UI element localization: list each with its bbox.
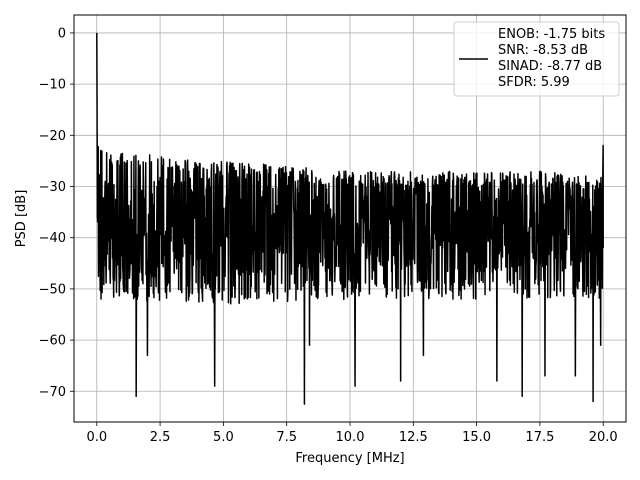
- plot-data: [96, 32, 604, 405]
- legend-line-text: SNR: -8.53 dB: [498, 43, 588, 58]
- x-tick-label: 2.5: [150, 430, 171, 445]
- y-tick-label: −70: [39, 385, 66, 400]
- y-tick-label: −60: [39, 334, 66, 349]
- y-tick-label: −10: [39, 78, 66, 93]
- y-tick-label: 0: [58, 26, 66, 41]
- x-axis-label: Frequency [MHz]: [295, 451, 404, 466]
- y-axis-ticks: 0 −10 −20 −30 −40 −50 −60 −70: [39, 26, 74, 400]
- y-tick-label: −20: [39, 129, 66, 144]
- legend-line-text: SFDR: 5.99: [498, 75, 570, 90]
- y-tick-label: −30: [39, 180, 66, 195]
- x-tick-label: 5.0: [213, 430, 234, 445]
- legend-box: [453, 21, 620, 97]
- x-tick-label: 15.0: [462, 430, 491, 445]
- y-axis-label: PSD [dB]: [14, 190, 29, 248]
- y-tick-label: −50: [39, 282, 66, 297]
- x-tick-label: 10.0: [336, 430, 365, 445]
- x-tick-label: 20.0: [589, 430, 618, 445]
- x-tick-label: 0.0: [86, 430, 107, 445]
- psd-series-line: [96, 32, 604, 405]
- x-axis-ticks: 0.0 2.5 5.0 7.5 10.0 12.5 15.0 17.5 20.0: [86, 422, 618, 445]
- x-tick-label: 7.5: [276, 430, 297, 445]
- x-tick-label: 12.5: [399, 430, 428, 445]
- legend-line-text: ENOB: -1.75 bits: [498, 27, 605, 42]
- legend-label: ENOB: -1.75 bits SNR: -8.53 dB SINAD: -8.7…: [498, 27, 605, 90]
- y-tick-label: −40: [39, 231, 66, 246]
- legend: ENOB: -1.75 bits SNR: -8.53 dB SINAD: -8.7…: [453, 21, 620, 97]
- legend-line-text: SINAD: -8.77 dB: [498, 59, 602, 74]
- x-tick-label: 17.5: [525, 430, 554, 445]
